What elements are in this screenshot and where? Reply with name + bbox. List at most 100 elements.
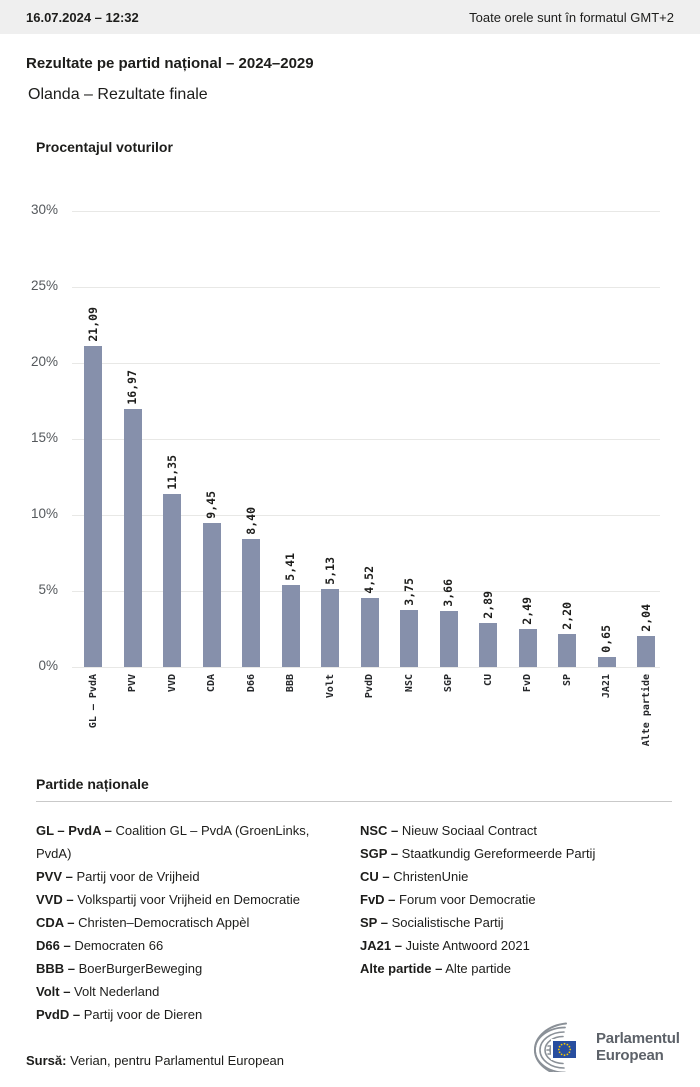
status-bar: 16.07.2024 – 12:32 Toate orele sunt în f…: [0, 0, 700, 34]
page-title: Rezultate pe partid național – 2024–2029: [26, 55, 314, 72]
y-axis-tick-label: 10%: [30, 506, 58, 521]
gridline: [72, 286, 660, 288]
party-legend-item: GL – PvdA – Coalition GL – PvdA (GroenLi…: [36, 819, 336, 865]
x-axis-category-label: NSC: [403, 674, 415, 693]
party-abbr: Alte partide –: [360, 961, 443, 976]
party-name: Alte partide: [442, 961, 512, 976]
logo-wordmark: Parlamentul European: [596, 1030, 680, 1064]
party-name: Volkspartij voor Vrijheid en Democratie: [73, 892, 300, 907]
bar-BBB: [281, 585, 300, 667]
bar-value-label: 16,97: [125, 370, 139, 405]
hemicycle-icon: [534, 1022, 578, 1072]
party-abbr: SP –: [360, 915, 388, 930]
bar-FvD: [518, 629, 537, 667]
parties-column-left: GL – PvdA – Coalition GL – PvdA (GroenLi…: [36, 819, 336, 1026]
y-axis-tick-label: 5%: [38, 582, 58, 597]
bar-value-label: 5,13: [322, 557, 337, 585]
parties-column-right: NSC – Nieuw Sociaal Contract SGP – Staatk…: [360, 819, 672, 1026]
party-name: Socialistische Partij: [387, 915, 504, 930]
party-legend-item: PVV – Partij voor de Vrijheid: [36, 865, 336, 888]
party-name: Coalition GL – PvdA (GroenLinks, PvdA): [36, 823, 310, 861]
bar-value-label: 9,45: [204, 491, 218, 519]
x-axis-category-label: CU: [482, 674, 494, 687]
x-axis-category-label: PvdD: [364, 674, 375, 699]
eu-flag-icon: [553, 1041, 576, 1058]
y-axis-tick-label: 15%: [30, 430, 58, 445]
party-legend-item: SP – Socialistische Partij: [360, 911, 672, 934]
party-legend-item: Alte partide – Alte partide: [360, 957, 672, 980]
party-abbr: D66 –: [36, 938, 71, 953]
bar-value-label: 5,41: [283, 553, 297, 581]
party-legend-item: VVD – Volkspartij voor Vrijheid en Democ…: [36, 888, 336, 911]
bar-value-label: 8,40: [243, 507, 258, 535]
y-axis-tick-label: 0%: [38, 658, 58, 673]
party-name: Forum voor Democratie: [395, 892, 536, 907]
gridline: [72, 666, 660, 668]
bar-PvdD: [360, 598, 379, 667]
party-legend-item: Volt – Volt Nederland: [36, 980, 336, 1003]
bar-SP: [558, 634, 576, 667]
x-axis-category-label: Alte partide: [640, 674, 652, 747]
party-abbr: BBB –: [36, 961, 76, 976]
party-legend-item: CDA – Christen–Democratisch Appèl: [36, 911, 336, 934]
party-legend-item: SGP – Staatkundig Gereformeerde Partij: [360, 842, 672, 865]
timezone-note: Toate orele sunt în formatul GMT+2: [469, 9, 674, 25]
party-legend-item: NSC – Nieuw Sociaal Contract: [360, 819, 672, 842]
party-abbr: FvD –: [360, 892, 396, 907]
bar-GL – PvdA: [84, 346, 102, 667]
european-parliament-logo: Parlamentul European: [508, 1022, 680, 1072]
bar-value-label: 2,49: [520, 597, 534, 625]
parties-heading: Partide naționale: [36, 776, 149, 792]
party-abbr: GL – PvdA –: [36, 823, 112, 838]
party-abbr: CU –: [360, 869, 390, 884]
x-axis-category-label: JA21: [601, 674, 612, 699]
bar-D66: [242, 539, 260, 667]
x-axis-category-label: SP: [561, 674, 573, 687]
source-text: Verian, pentru Parlamentul European: [70, 1053, 285, 1068]
timestamp: 16.07.2024 – 12:32: [26, 9, 139, 25]
x-axis-category-label: FvD: [522, 674, 533, 693]
chart-title: Procentajul voturilor: [36, 139, 173, 155]
bar-CU: [479, 623, 497, 667]
bar-JA21: [597, 657, 616, 667]
party-name: Partij voor de Dieren: [80, 1007, 203, 1022]
party-name: Juiste Antwoord 2021: [401, 938, 530, 953]
bar-value-label: 21,09: [85, 307, 100, 342]
parties-legend: GL – PvdA – Coalition GL – PvdA (GroenLi…: [36, 819, 672, 1026]
bar-value-label: 4,52: [362, 566, 376, 594]
bar-NSC: [400, 610, 418, 667]
party-name: Partij voor de Vrijheid: [72, 869, 200, 884]
x-axis-category-label: Volt: [324, 674, 336, 699]
party-legend-item: CU – ChristenUnie: [360, 865, 672, 888]
party-abbr: JA21 –: [360, 938, 402, 953]
party-abbr: SGP –: [360, 846, 399, 861]
x-axis-category-label: BBB: [285, 674, 296, 693]
party-name: BoerBurgerBeweging: [75, 961, 203, 976]
x-axis-category-label: PVV: [127, 674, 138, 693]
bar-value-label: 11,35: [164, 455, 179, 490]
bar-VVD: [163, 494, 181, 667]
party-abbr: VVD –: [36, 892, 74, 907]
party-name: Democraten 66: [70, 938, 164, 953]
y-axis-tick-label: 20%: [30, 354, 58, 369]
party-abbr: Volt –: [36, 984, 71, 999]
party-legend-item: FvD – Forum voor Democratie: [360, 888, 672, 911]
chart-canvas: 0% 5% 10% 15% 20% 25% 30% 21,09 GL – PvdA 16,97 PV…: [30, 202, 660, 747]
y-axis-tick-label: 30%: [30, 202, 58, 217]
gridline: [72, 210, 660, 212]
logo-line1: Parlamentul: [596, 1030, 680, 1047]
party-abbr: PvdD –: [36, 1007, 81, 1022]
bar-Volt: [321, 589, 339, 667]
x-axis-category-label: D66: [245, 674, 257, 693]
bar-PVV: [123, 409, 142, 667]
bar-value-label: 0,65: [599, 625, 613, 653]
party-abbr: NSC –: [360, 823, 399, 838]
gridline: [72, 590, 660, 592]
bar-value-label: 2,20: [559, 602, 574, 630]
page-subtitle: Olanda – Rezultate finale: [28, 86, 208, 103]
bar-value-label: 2,04: [638, 604, 653, 632]
source-note: Sursă: Verian, pentru Parlamentul Europe…: [26, 1053, 284, 1068]
bar-value-label: 3,75: [401, 578, 416, 606]
gridline: [72, 438, 660, 440]
